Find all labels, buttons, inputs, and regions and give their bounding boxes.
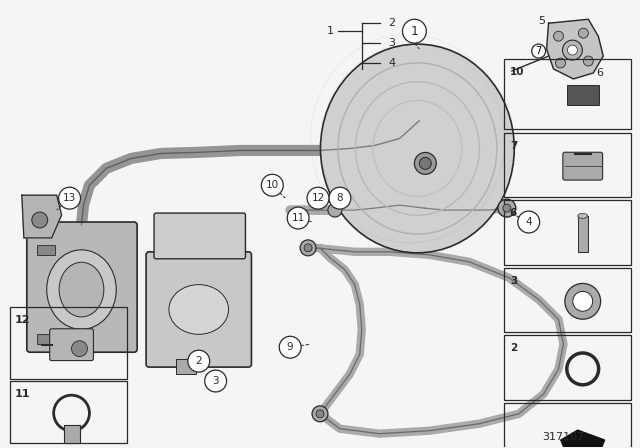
Bar bbox=[567, 85, 598, 105]
Ellipse shape bbox=[415, 152, 436, 174]
Ellipse shape bbox=[59, 262, 104, 317]
Text: 2: 2 bbox=[195, 356, 202, 366]
Bar bbox=[36, 245, 54, 255]
FancyBboxPatch shape bbox=[27, 222, 137, 352]
Circle shape bbox=[205, 370, 227, 392]
Circle shape bbox=[307, 187, 329, 209]
Text: 12: 12 bbox=[15, 315, 31, 325]
Circle shape bbox=[568, 45, 577, 55]
Polygon shape bbox=[561, 430, 605, 448]
Bar bbox=[504, 59, 631, 129]
Text: 9: 9 bbox=[287, 342, 294, 352]
Text: 10: 10 bbox=[510, 67, 524, 77]
Circle shape bbox=[573, 291, 593, 311]
Text: 11: 11 bbox=[15, 389, 31, 399]
Bar bbox=[504, 133, 631, 197]
Text: 3: 3 bbox=[510, 276, 517, 286]
Circle shape bbox=[316, 410, 324, 418]
Text: 2: 2 bbox=[388, 18, 395, 28]
Circle shape bbox=[328, 203, 342, 217]
Bar bbox=[10, 307, 127, 379]
Text: 4: 4 bbox=[388, 58, 395, 68]
Text: 1: 1 bbox=[326, 26, 333, 36]
Circle shape bbox=[403, 19, 426, 43]
Ellipse shape bbox=[47, 250, 116, 329]
Circle shape bbox=[518, 211, 540, 233]
Circle shape bbox=[287, 207, 309, 229]
Ellipse shape bbox=[321, 44, 515, 253]
Circle shape bbox=[312, 406, 328, 422]
FancyBboxPatch shape bbox=[154, 213, 246, 259]
Polygon shape bbox=[22, 195, 61, 238]
Ellipse shape bbox=[169, 284, 228, 334]
Polygon shape bbox=[547, 19, 604, 79]
Circle shape bbox=[563, 40, 582, 60]
Circle shape bbox=[261, 174, 284, 196]
Text: 8: 8 bbox=[337, 193, 343, 203]
Circle shape bbox=[304, 244, 312, 252]
Circle shape bbox=[72, 341, 88, 357]
Circle shape bbox=[565, 284, 600, 319]
Text: 6: 6 bbox=[596, 68, 604, 78]
Bar bbox=[504, 335, 631, 400]
Circle shape bbox=[503, 204, 511, 212]
Circle shape bbox=[329, 187, 351, 209]
Circle shape bbox=[554, 31, 563, 41]
Text: 13: 13 bbox=[63, 193, 76, 203]
Text: 11: 11 bbox=[291, 213, 305, 223]
Ellipse shape bbox=[419, 157, 431, 169]
FancyBboxPatch shape bbox=[50, 329, 93, 361]
Bar bbox=[176, 359, 196, 374]
Text: 12: 12 bbox=[312, 193, 324, 203]
Text: 6: 6 bbox=[510, 208, 517, 218]
FancyBboxPatch shape bbox=[146, 252, 252, 367]
Text: 1: 1 bbox=[410, 25, 419, 38]
Circle shape bbox=[59, 187, 81, 209]
Circle shape bbox=[579, 28, 588, 38]
FancyBboxPatch shape bbox=[563, 152, 603, 180]
Circle shape bbox=[279, 336, 301, 358]
Text: 10: 10 bbox=[266, 180, 279, 190]
Bar bbox=[578, 216, 588, 252]
Text: 3: 3 bbox=[388, 38, 395, 48]
Circle shape bbox=[32, 212, 48, 228]
Circle shape bbox=[556, 58, 566, 68]
Bar bbox=[10, 381, 127, 443]
Circle shape bbox=[583, 56, 593, 66]
Text: 5: 5 bbox=[538, 16, 545, 26]
Bar bbox=[36, 334, 54, 344]
Text: 2: 2 bbox=[510, 343, 517, 353]
Circle shape bbox=[498, 199, 516, 217]
Circle shape bbox=[188, 350, 210, 372]
Circle shape bbox=[300, 240, 316, 256]
Text: 7: 7 bbox=[510, 141, 517, 151]
Text: 317107: 317107 bbox=[542, 432, 584, 442]
Text: 3: 3 bbox=[212, 376, 219, 386]
Bar bbox=[504, 200, 631, 265]
Bar bbox=[504, 268, 631, 332]
Bar bbox=[63, 425, 79, 443]
Text: 4: 4 bbox=[525, 217, 532, 227]
Text: 7: 7 bbox=[536, 46, 542, 56]
Ellipse shape bbox=[578, 213, 588, 218]
Bar bbox=[504, 403, 631, 448]
